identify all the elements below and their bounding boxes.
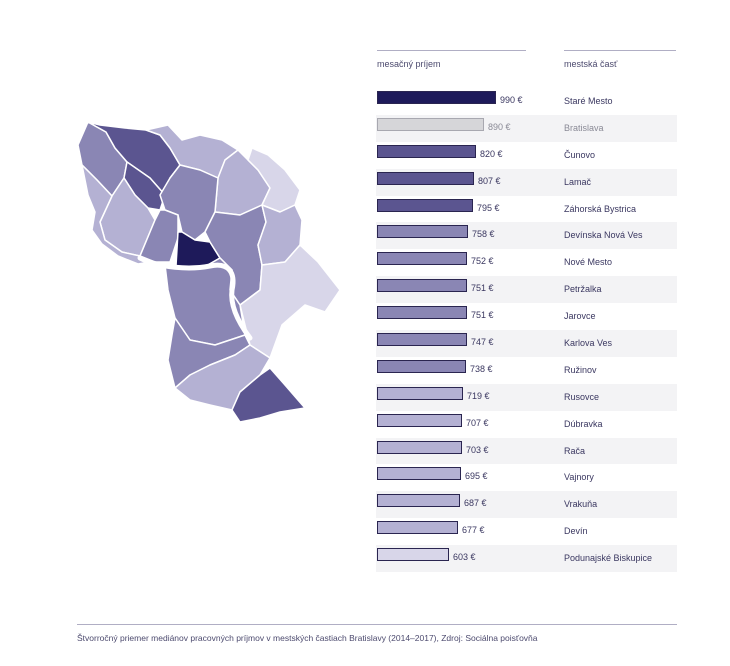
map-region-cunovo — [231, 367, 306, 423]
district-label: Rača — [564, 445, 586, 456]
bar — [377, 171, 474, 185]
district-label: Čunovo — [564, 149, 596, 160]
bar-value-label: 820 € — [480, 148, 503, 159]
bar-value-label: 695 € — [465, 471, 488, 482]
bar — [377, 386, 463, 400]
bar — [377, 252, 467, 266]
bar-value-label: 752 € — [471, 256, 494, 267]
bar-row: 719 € Rusovce — [376, 383, 677, 411]
income-column-header: mesačný príjem — [377, 59, 441, 69]
source-note: Štvorročný priemer mediánov pracovných p… — [77, 633, 538, 643]
bar — [377, 117, 484, 131]
bar-value-label: 738 € — [470, 363, 493, 374]
bar-value-label: 758 € — [472, 229, 495, 240]
bar — [377, 440, 462, 454]
bar — [377, 225, 468, 239]
district-label: Vrakuňa — [564, 499, 598, 510]
header-rule-income — [377, 50, 526, 51]
bar-row: 807 € Lamač — [376, 168, 677, 196]
bar-row: 751 € Petržalka — [376, 276, 677, 304]
district-column-header: mestská časť — [564, 59, 618, 69]
bar-value-label: 703 € — [466, 444, 489, 455]
district-label: Devínska Nová Ves — [564, 230, 643, 241]
bar-value-label: 890 € — [488, 121, 511, 132]
bar — [377, 359, 466, 373]
bar — [377, 333, 467, 347]
bar-value-label: 719 € — [467, 390, 490, 401]
bar-row: 703 € Rača — [376, 437, 677, 465]
bar-value-label: 795 € — [477, 202, 500, 213]
bar — [377, 413, 462, 427]
district-label: Jarovce — [564, 311, 596, 322]
bar — [377, 279, 467, 293]
bar-row: 751 € Jarovce — [376, 303, 677, 330]
bar — [377, 198, 473, 212]
bar-row: 738 € Ružinov — [376, 357, 677, 384]
bar — [377, 467, 461, 481]
footer-rule — [77, 624, 677, 625]
map-region-nove-mesto — [159, 164, 219, 241]
district-label: Záhorská Bystrica — [564, 203, 637, 214]
bar-row: 820 € Čunovo — [376, 142, 677, 169]
bar-row: 677 € Devín — [376, 518, 677, 545]
bar-value-label: 677 € — [462, 525, 485, 536]
bar-value-label: 807 € — [478, 175, 501, 186]
bar-row: 752 € Nové Mesto — [376, 249, 677, 276]
district-label: Devín — [564, 526, 588, 537]
bar — [377, 144, 476, 158]
bar-row: 795 € Záhorská Bystrica — [376, 196, 677, 223]
bar — [377, 91, 496, 104]
bar — [377, 494, 460, 508]
district-label: Petržalka — [564, 284, 602, 295]
bar-row: 695 € Vajnory — [376, 464, 677, 491]
district-label: Ružinov — [564, 364, 597, 375]
bar — [377, 521, 458, 535]
bar-value-label: 751 € — [471, 310, 494, 321]
bar — [377, 548, 449, 562]
bar-row: 990 € Staré Mesto — [376, 88, 677, 115]
bar-row: 747 € Karlova Ves — [376, 330, 677, 357]
bar-row: 687 € Vrakuňa — [376, 491, 677, 519]
header-rule-district — [564, 50, 676, 51]
bar-value-label: 687 € — [464, 498, 487, 509]
district-label: Rusovce — [564, 391, 600, 402]
bar-list: 990 € Staré Mesto 890 € Bratislava 820 € Čuno… — [376, 88, 677, 573]
map-region-rusovce — [174, 344, 271, 411]
district-label: Staré Mesto — [564, 96, 613, 106]
bar — [377, 306, 467, 320]
bar-value-label: 707 € — [466, 417, 489, 428]
bar-row: 758 € Devínska Nová Ves — [376, 222, 677, 250]
bar-value-label: 990 € — [500, 95, 523, 105]
district-label: Lamač — [564, 176, 592, 187]
bar-value-label: 603 € — [453, 552, 476, 563]
bar-row: 603 € Podunajské Biskupice — [376, 545, 677, 573]
district-label: Karlova Ves — [564, 338, 613, 349]
district-label: Nové Mesto — [564, 257, 613, 268]
district-label: Vajnory — [564, 472, 594, 483]
river-danube — [137, 255, 253, 341]
district-label: Bratislava — [564, 122, 604, 133]
bar-value-label: 751 € — [471, 283, 494, 294]
district-label: Podunajské Biskupice — [564, 553, 653, 564]
district-label: Dúbravka — [564, 418, 603, 429]
district-map — [77, 121, 341, 423]
bar-row: 890 € Bratislava — [376, 114, 677, 142]
bar-row: 707 € Dúbravka — [376, 411, 677, 438]
bar-value-label: 747 € — [471, 337, 494, 348]
